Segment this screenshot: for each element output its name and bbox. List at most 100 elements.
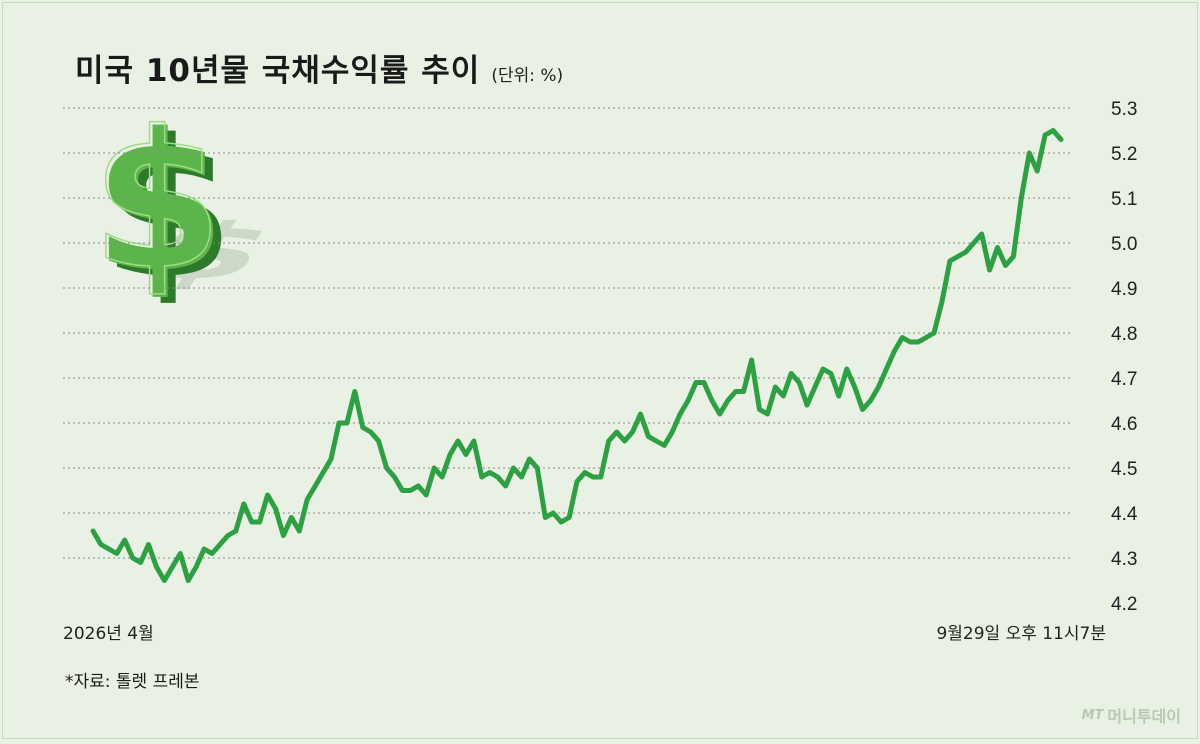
data-point [727, 400, 729, 401]
data-point [409, 490, 411, 491]
data-point [473, 440, 475, 442]
data-point [854, 386, 856, 388]
svg-text:$: $ [94, 93, 226, 314]
data-point [441, 476, 443, 478]
data-point [1012, 256, 1014, 257]
chart-header: 미국 10년물 국채수익률 추이 (단위: %) [75, 45, 563, 90]
data-point [322, 472, 324, 473]
data-point [275, 508, 276, 509]
data-point [917, 341, 919, 343]
data-point [703, 382, 705, 383]
data-point [401, 490, 403, 491]
grid-lines [63, 107, 1073, 559]
data-point [433, 467, 435, 469]
data-point [933, 332, 935, 334]
unit-label: (단위: %) [491, 66, 564, 86]
data-point [878, 386, 879, 388]
data-point [489, 472, 491, 473]
data-point [417, 485, 419, 487]
data-point [973, 242, 975, 244]
data-point [465, 454, 467, 455]
data-point [957, 256, 959, 257]
data-point [140, 562, 142, 563]
y-axis-labels: 5.3 5.2 5.1 5.0 4.9 4.8 4.7 4.6 4.5 4.4 4.3 4.2 [1111, 99, 1138, 615]
data-point [941, 301, 943, 302]
data-point [354, 391, 356, 392]
x-axis-labels: 2026년 4월 9월29일 오후 11시7분 [63, 624, 1106, 644]
x-end-label: 9월29일 오후 11시7분 [936, 624, 1106, 644]
data-point [616, 431, 618, 433]
data-point [227, 535, 229, 536]
y-tick-label: 4.6 [1111, 414, 1137, 435]
data-point [711, 400, 713, 401]
data-point [687, 400, 689, 401]
data-point [735, 391, 737, 392]
data-point [592, 476, 594, 478]
data-point [314, 485, 316, 487]
data-point [624, 440, 626, 442]
data-point [759, 409, 760, 410]
data-point [830, 373, 832, 374]
y-tick-label: 5.1 [1111, 189, 1137, 210]
data-point [1005, 265, 1006, 266]
data-point [695, 382, 697, 383]
data-point [663, 445, 665, 446]
data-point [267, 494, 269, 496]
y-tick-label: 4.7 [1111, 369, 1137, 390]
data-point [362, 427, 364, 428]
data-point [568, 517, 570, 518]
data-point [981, 233, 983, 235]
data-point [219, 544, 221, 545]
data-point [513, 467, 514, 469]
data-point [108, 548, 110, 550]
data-point [298, 530, 300, 532]
y-tick-label: 4.5 [1111, 459, 1137, 480]
data-point [163, 580, 165, 581]
data-point [116, 553, 118, 554]
data-point [132, 557, 134, 559]
data-point [306, 499, 308, 500]
data-point [632, 431, 633, 433]
data-point [1044, 134, 1046, 136]
data-point [885, 368, 887, 370]
data-point [243, 503, 245, 505]
data-point [148, 544, 149, 545]
svg-text:$: $ [102, 99, 234, 320]
y-tick-label: 4.8 [1111, 324, 1137, 345]
svg-text:$: $ [91, 90, 223, 311]
data-point [449, 454, 451, 455]
y-tick-label: 4.4 [1111, 504, 1138, 525]
data-point [647, 436, 649, 437]
data-point [790, 373, 792, 374]
y-tick-label: 4.3 [1111, 549, 1137, 570]
data-point [394, 476, 395, 478]
brand-logo: MT 머니투데이 [1082, 703, 1181, 727]
data-point [544, 517, 546, 518]
data-point [378, 440, 380, 442]
data-point [1028, 152, 1030, 154]
y-tick-label: 5.0 [1111, 234, 1137, 255]
data-point [425, 494, 427, 496]
y-tick-label: 4.9 [1111, 279, 1137, 300]
data-point [521, 476, 522, 478]
data-point [497, 476, 499, 478]
data-point [671, 431, 673, 433]
data-point [600, 476, 602, 478]
data-point [235, 530, 237, 532]
data-point [949, 260, 951, 262]
data-point [608, 440, 610, 442]
data-point [552, 512, 554, 514]
data-point [798, 382, 800, 383]
data-point [346, 422, 348, 424]
data-point [766, 413, 768, 415]
data-point [156, 566, 157, 568]
data-point [259, 521, 261, 523]
data-point [806, 404, 808, 406]
data-point [782, 395, 784, 397]
data-point [909, 341, 911, 343]
data-point [1036, 170, 1038, 172]
data-point [846, 368, 848, 370]
brand-logo-icon: MT [1081, 707, 1104, 723]
data-point [814, 386, 816, 388]
